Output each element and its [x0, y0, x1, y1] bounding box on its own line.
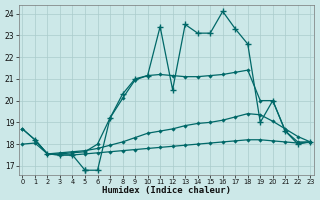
X-axis label: Humidex (Indice chaleur): Humidex (Indice chaleur) [102, 186, 231, 195]
